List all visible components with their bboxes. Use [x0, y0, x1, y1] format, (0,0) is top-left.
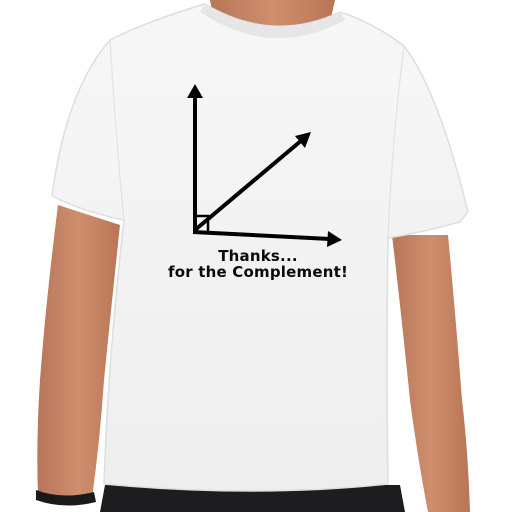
right-arm	[392, 235, 470, 512]
horizontal-ray	[192, 230, 331, 241]
collar	[200, 4, 345, 39]
shirt-text-line-2: for the Complement!	[168, 263, 348, 281]
left-arm	[37, 205, 121, 498]
right-angle-graphic	[187, 84, 342, 247]
wristband	[36, 490, 96, 506]
left-sleeve-seam	[109, 39, 125, 221]
jeans	[100, 485, 405, 512]
right-sleeve-seam	[387, 45, 405, 239]
vertical-arrowhead	[187, 84, 203, 98]
right-angle-marker	[195, 214, 210, 232]
tshirt	[51, 3, 469, 492]
shirt-text-line-1: Thanks...	[218, 247, 298, 265]
diagonal-ray	[193, 138, 304, 232]
diagonal-arrowhead	[295, 132, 311, 148]
horizontal-arrowhead	[327, 231, 342, 247]
